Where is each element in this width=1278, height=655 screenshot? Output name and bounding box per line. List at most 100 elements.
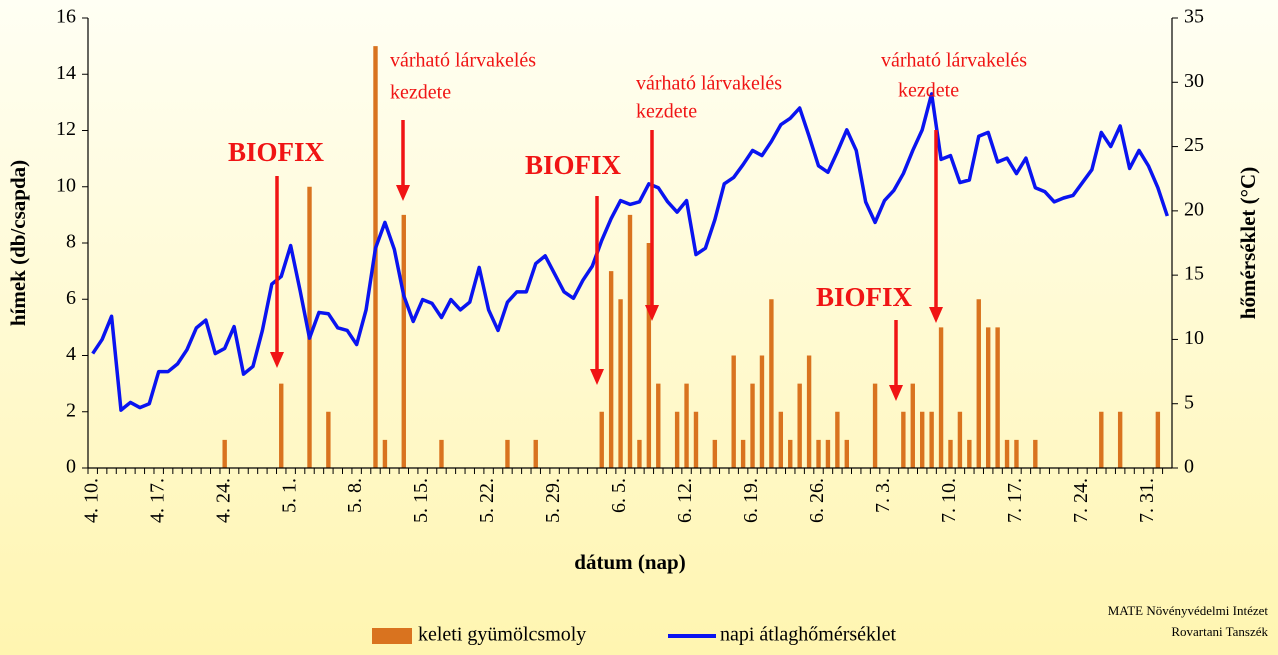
bar [712,439,718,468]
y-tick-label: 4 [66,343,76,365]
y2-tick-label: 10 [1184,327,1204,349]
annotation: BIOFIX [228,137,325,167]
bar [967,439,972,468]
bar [957,411,963,468]
bar [533,439,538,468]
bar [976,299,981,468]
x-tick-label: 5. 29. [542,478,564,523]
bar [797,383,802,468]
x-axis-label: dátum (nap) [574,550,685,574]
annotation: várható lárvakelés [636,73,782,95]
y2-tick-label: 25 [1184,134,1204,156]
bar [759,355,765,468]
x-tick-label: 5. 1. [278,478,300,513]
bar [307,186,312,468]
y2-tick-label: 35 [1184,6,1204,28]
bar [995,327,1000,468]
bar [656,383,661,468]
legend-label: napi átlaghőmérséklet [720,624,896,646]
annotation: kezdete [898,80,959,102]
bar [1155,411,1161,468]
x-tick-label: 5. 22. [476,478,498,523]
x-tick-label: 6. 12. [674,478,696,523]
x-tick-label: 7. 17. [1004,478,1026,523]
y-tick-label: 14 [56,62,76,84]
annotation: BIOFIX [525,150,622,180]
bar [948,439,953,468]
legend-label: keleti gyümölcsmoly [418,624,586,646]
y2-tick-label: 5 [1184,391,1194,413]
bar [872,383,878,468]
bar [401,214,406,468]
x-tick-label: 6. 26. [806,478,828,523]
y-tick-label: 10 [56,174,76,196]
bar [1117,411,1123,468]
bar [1014,439,1019,468]
y-axis-label: hímek (db/csapda) [6,160,30,326]
y-tick-label: 2 [66,399,76,421]
bar [1004,439,1010,468]
x-tick-label: 5. 15. [410,478,432,523]
y2-tick-label: 0 [1184,456,1194,478]
bar [816,439,821,468]
bar [627,214,633,468]
bar [646,243,652,468]
y2-tick-label: 15 [1184,263,1204,285]
annotation: BIOFIX [816,282,913,312]
bar [910,383,915,468]
x-tick-label: 6. 5. [608,478,630,513]
x-tick-label: 7. 10. [938,478,960,523]
bar [788,439,793,468]
x-tick-label: 7. 31. [1136,478,1158,523]
bar [901,411,906,468]
bar [835,411,840,468]
arrow-head [590,369,604,385]
legend-swatch [372,628,412,644]
line [91,92,1169,412]
bar [938,327,944,468]
bar [806,355,812,468]
y2-axis-label: hőmérséklet (°C) [1236,167,1260,319]
bar [1099,411,1104,468]
bar [439,439,444,468]
bar [637,439,642,468]
x-tick-label: 6. 19. [740,478,762,523]
bar [929,411,934,468]
x-tick-label: 4. 17. [146,478,168,523]
arrow-head [929,307,943,323]
y2-tick-label: 30 [1184,70,1204,92]
bar [920,411,925,468]
y-tick-label: 8 [66,231,76,253]
arrow-head [270,352,284,368]
bar [769,299,774,468]
y-tick-label: 6 [66,287,76,309]
bar [844,439,849,468]
bar [599,411,604,468]
annotation: kezdete [390,82,451,104]
y-tick-label: 0 [66,456,76,478]
bar [382,439,388,468]
x-tick-label: 7. 3. [872,478,894,513]
bar [608,271,614,468]
y-tick-label: 16 [56,6,76,28]
bar [750,383,755,468]
bar [684,383,689,468]
bar [693,411,699,468]
arrow-head [396,185,410,201]
plot-area [91,46,1169,468]
annotation: kezdete [636,101,697,123]
arrow-head [645,305,659,321]
bar [505,439,510,468]
x-tick-label: 5. 8. [344,478,366,513]
annotation: várható lárvakelés [390,50,536,72]
bar [985,327,991,468]
x-tick-label: 4. 10. [80,478,102,523]
annotation: várható lárvakelés [881,50,1027,72]
y-tick-label: 12 [56,118,76,140]
arrow-head [889,385,903,401]
bar [1033,439,1038,468]
x-tick-label: 7. 24. [1070,478,1092,523]
bar [326,411,331,468]
